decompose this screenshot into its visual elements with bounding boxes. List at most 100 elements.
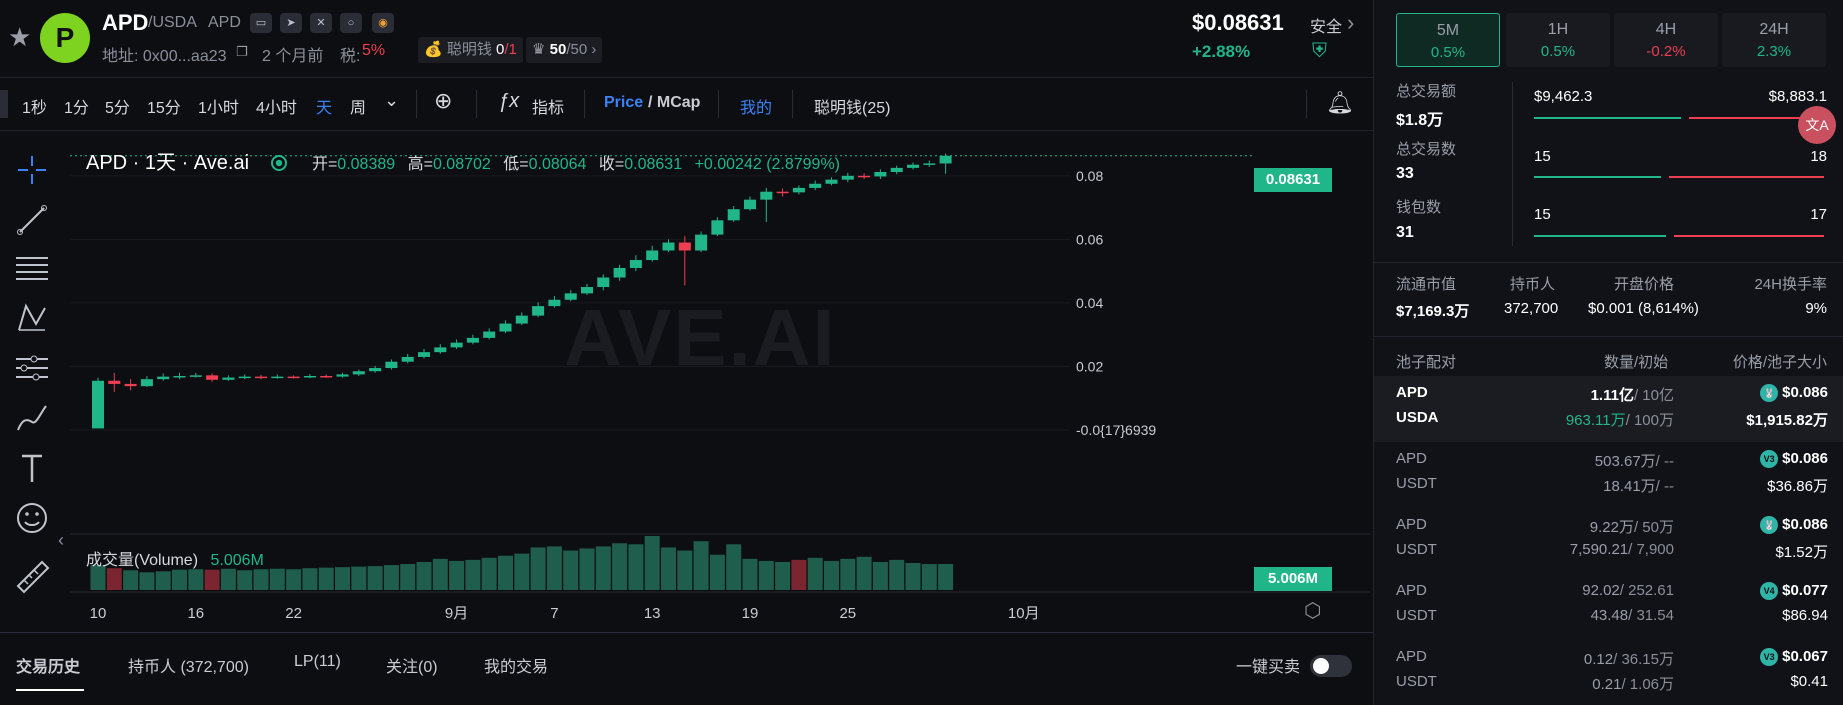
tab-trade-history[interactable]: 交易历史	[16, 659, 81, 676]
stat-buy: 15	[1534, 206, 1551, 223]
tab-1h[interactable]: 1H 0.5%	[1506, 13, 1610, 67]
position-icon[interactable]	[14, 350, 50, 386]
smart-money-button[interactable]: 聪明钱(25)	[814, 100, 891, 117]
search-icon[interactable]: ○	[340, 13, 362, 33]
crosshair-icon[interactable]	[14, 152, 50, 188]
interval-5m[interactable]: 5分	[105, 100, 130, 117]
pool-price: 🐰 $0.086	[1760, 384, 1828, 403]
pool-amount2: 7,590.21/ 7,900	[1569, 541, 1674, 558]
contract-address[interactable]: 地址: 0x00...aa23	[102, 48, 227, 65]
volume-bar	[726, 544, 742, 590]
pair-suffix: /USDA	[148, 14, 197, 31]
pool-row[interactable]: APD USDT 0.12/ 36.15万 0.21/ 1.06万 V3 $0.067 $0…	[1374, 640, 1843, 705]
smart-money-chip[interactable]: 💰 聪明钱 0/1	[418, 37, 523, 63]
tab-24h[interactable]: 24H 2.3%	[1722, 13, 1826, 67]
volume-bar	[481, 557, 497, 590]
volume-bar	[840, 558, 856, 590]
price-toggle[interactable]: Price	[604, 94, 644, 111]
interval-15m[interactable]: 15分	[147, 100, 181, 117]
info-value: 372,700	[1504, 300, 1559, 317]
info-label: 持币人	[1510, 276, 1556, 293]
bell-icon[interactable]: 🔔︎	[1326, 90, 1354, 115]
x-tick-label: 7	[550, 605, 558, 622]
interval-4h[interactable]: 4小时	[256, 100, 297, 117]
v3-icon: V3	[1760, 648, 1779, 667]
candle-body	[792, 187, 805, 193]
indicator-button[interactable]: 指标	[532, 100, 565, 117]
mcap-toggle[interactable]: / MCap	[648, 94, 701, 111]
quick-trade-toggle[interactable]	[1310, 655, 1352, 677]
candle-body	[287, 376, 300, 379]
crown-total: /50	[566, 41, 588, 58]
brush-icon[interactable]	[14, 400, 50, 436]
stat-value: $1.8万	[1396, 112, 1444, 129]
volume-bar	[416, 561, 432, 590]
translate-fab[interactable]: 文A	[1798, 106, 1836, 144]
pool-row[interactable]: APD USDT 503.67万/ -- 18.41万/ -- V3 $0.086 $36.…	[1374, 442, 1843, 508]
fib-icon[interactable]	[14, 250, 50, 286]
collapse-left-icon[interactable]	[0, 90, 8, 118]
interval-dropdown-icon[interactable]: ⌄	[384, 90, 400, 110]
copy-icon[interactable]: ❐	[236, 44, 248, 59]
tab-follow[interactable]: 关注(0)	[386, 659, 438, 676]
divider	[416, 90, 417, 118]
tab-my-trades[interactable]: 我的交易	[484, 659, 549, 676]
x-twitter-icon[interactable]: ✕	[310, 13, 332, 33]
interval-1h[interactable]: 1小时	[198, 100, 239, 117]
volume-label: 成交量(Volume)	[86, 552, 199, 569]
token-stats-panel: 5M 0.5% 1H 0.5% 4H -0.2% 24H 2.3% 总交易额 $…	[1373, 0, 1843, 705]
candle-body	[629, 260, 642, 268]
volume-bar	[465, 559, 481, 590]
safety-label[interactable]: 安全	[1310, 19, 1343, 36]
mine-button[interactable]: 我的	[740, 100, 773, 117]
symbol-tag: APD	[208, 14, 241, 31]
pool-header-amount: 数量/初始	[1604, 354, 1669, 371]
divider	[718, 90, 719, 118]
pool-size: $36.86万	[1767, 478, 1828, 495]
info-value: 9%	[1805, 300, 1827, 317]
pool-row[interactable]: APD USDA 1.11亿/ 10亿 963.11万/ 100万 🐰 $0.086 $1,…	[1374, 376, 1843, 442]
website-icon[interactable]: ▭	[250, 13, 272, 33]
pool-row[interactable]: APD USDT 9.22万/ 50万 7,590.21/ 7,900 🐰 $0.086 $…	[1374, 508, 1843, 574]
candle-body	[678, 242, 691, 251]
divider	[1306, 90, 1307, 118]
interval-1m[interactable]: 1分	[64, 100, 89, 117]
text-icon[interactable]	[14, 450, 50, 486]
pool-price: V3 $0.067	[1760, 648, 1828, 667]
coin-stack-icon[interactable]: ◉	[372, 13, 394, 33]
info-label: 流通市值	[1396, 276, 1457, 293]
volume-bar	[742, 558, 758, 590]
trendline-icon[interactable]	[14, 202, 50, 238]
tab-holders[interactable]: 持币人 (372,700)	[128, 659, 249, 676]
candle-type-icon[interactable]: ⊕	[434, 88, 453, 113]
chart-settings-icon[interactable]: ⬡	[1304, 600, 1322, 622]
stat-label: 总交易额	[1396, 83, 1457, 100]
tab-5m[interactable]: 5M 0.5%	[1396, 13, 1500, 67]
interval-1w[interactable]: 周	[350, 100, 367, 117]
crown-chip[interactable]: ♛ 50/50 ›	[526, 37, 603, 63]
interval-1s[interactable]: 1秒	[22, 100, 47, 117]
volume-bar	[351, 566, 367, 590]
collapse-tools-icon[interactable]: ‹	[58, 530, 64, 550]
pattern-icon[interactable]	[14, 300, 50, 336]
ruler-icon[interactable]	[14, 558, 50, 594]
candle-body	[711, 220, 724, 235]
candle-body	[108, 380, 121, 384]
drawing-tools: ‹	[0, 140, 64, 640]
volume-bar	[139, 572, 155, 590]
interval-1d[interactable]: 天	[316, 100, 333, 117]
volume-bar	[791, 559, 807, 590]
candle-body	[727, 209, 740, 221]
tab-lp[interactable]: LP(11)	[294, 653, 341, 670]
candle-body	[222, 377, 235, 380]
telegram-icon[interactable]: ➤	[280, 13, 302, 33]
safety-chevron-icon[interactable]: ›	[1347, 10, 1355, 35]
emoji-icon[interactable]	[14, 500, 50, 536]
price-chart[interactable]: 0.08 0.06 0.04 0.02 -0.0{17}6939 10 16 22 9月 7 13 1…	[70, 140, 1370, 630]
favorite-star-icon[interactable]: ★	[8, 22, 32, 52]
chart-canvas[interactable]: 0.08 0.06 0.04 0.02 -0.0{17}6939 10 16 22 9月 7 13 1…	[70, 140, 1370, 630]
pool-row[interactable]: APD USDT 92.02/ 252.61 43.48/ 31.54 V4 $0.077…	[1374, 574, 1843, 640]
stat-sell: $8,883.1	[1768, 88, 1827, 105]
tab-4h[interactable]: 4H -0.2%	[1614, 13, 1718, 67]
fx-indicator-icon[interactable]: ƒx	[498, 90, 520, 112]
